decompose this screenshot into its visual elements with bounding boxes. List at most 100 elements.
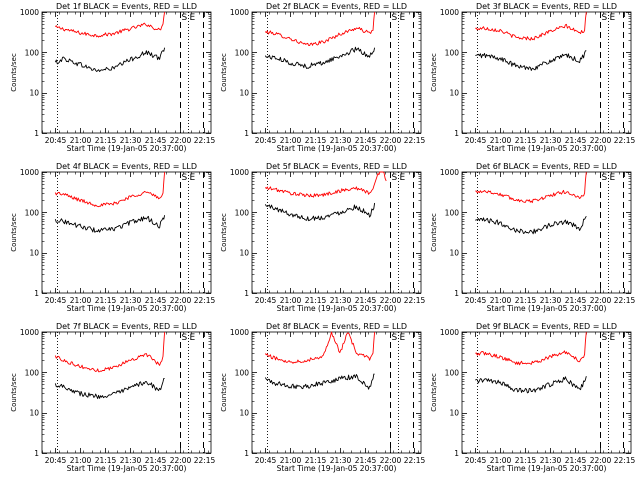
y-tick-label: 1	[244, 449, 249, 458]
x-tick-label: 21:00	[280, 296, 302, 305]
x-axis-label: Start Time (19-Jan-05 20:37:00)	[487, 464, 607, 473]
y-tick-label: 100	[445, 48, 460, 57]
lld-series-line	[475, 331, 587, 366]
x-tick-label: 21:15	[305, 136, 327, 145]
x-axis-label: Start Time (19-Jan-05 20:37:00)	[67, 304, 187, 313]
y-tick-label: 100	[235, 48, 250, 57]
x-tick-label: 20:45	[255, 456, 277, 465]
marker-label: S	[602, 13, 608, 23]
y-tick-label: 10	[239, 409, 249, 418]
x-tick-label: 21:30	[120, 296, 142, 305]
panel-title: Det 4f BLACK = Events, RED = LLD	[56, 162, 197, 171]
x-tick-label: 22:15	[404, 456, 426, 465]
x-tick-label: 22:15	[614, 136, 636, 145]
y-axis-label: Counts/sec	[430, 373, 438, 412]
x-tick-label: 22:00	[380, 456, 402, 465]
y-tick-label: 10	[449, 89, 459, 98]
panel-title: Det 8f BLACK = Events, RED = LLD	[266, 322, 407, 331]
x-tick-label: 21:15	[95, 136, 117, 145]
lld-series-line	[54, 11, 166, 38]
y-tick-label: 1000	[20, 8, 39, 17]
x-tick-label: 22:00	[590, 136, 612, 145]
y-tick-label: 10	[239, 249, 249, 258]
events-series-line	[264, 202, 376, 222]
x-axis-label: Start Time (19-Jan-05 20:37:00)	[277, 464, 397, 473]
x-tick-label: 21:00	[490, 456, 512, 465]
y-tick-label: 1	[244, 129, 249, 138]
y-axis-label: Counts/sec	[220, 373, 228, 412]
x-tick-label: 22:15	[404, 296, 426, 305]
marker-label: E	[190, 173, 196, 183]
y-tick-label: 10	[29, 409, 39, 418]
panel-1: Det 1f BLACK = Events, RED = LLD 1 10 100 10…	[10, 2, 216, 153]
events-series-line	[475, 215, 587, 235]
y-tick-label: 1000	[230, 8, 249, 17]
y-tick-label: 100	[235, 208, 250, 217]
y-axis-label: Counts/sec	[430, 53, 438, 92]
x-tick-label: 21:15	[305, 296, 327, 305]
x-tick-label: 21:45	[565, 296, 587, 305]
marker-label: S	[602, 173, 608, 183]
x-tick-label: 21:00	[280, 456, 302, 465]
x-tick-label: 21:00	[280, 136, 302, 145]
x-tick-label: 21:15	[95, 296, 117, 305]
lld-series-line	[475, 171, 587, 204]
plot-frame	[461, 11, 632, 134]
y-tick-label: 100	[235, 368, 250, 377]
panel-8: Det 8f BLACK = Events, RED = LLD 1 10 100 10…	[220, 322, 426, 473]
x-tick-label: 21:30	[540, 456, 562, 465]
panel-2: Det 2f BLACK = Events, RED = LLD 1 10 100 10…	[220, 2, 426, 153]
panel-title: Det 7f BLACK = Events, RED = LLD	[56, 322, 197, 331]
x-tick-label: 21:15	[515, 296, 537, 305]
events-series-line	[264, 46, 376, 69]
x-tick-label: 20:45	[465, 456, 487, 465]
y-tick-label: 1000	[440, 328, 459, 337]
y-tick-label: 10	[449, 409, 459, 418]
x-tick-label: 21:00	[70, 456, 92, 465]
y-tick-label: 1000	[440, 8, 459, 17]
x-tick-label: 22:00	[590, 296, 612, 305]
y-tick-label: 1000	[230, 328, 249, 337]
x-axis-label: Start Time (19-Jan-05 20:37:00)	[487, 144, 607, 153]
plot-frame	[461, 331, 632, 454]
panel-3: Det 3f BLACK = Events, RED = LLD 1 10 100 10…	[430, 2, 636, 153]
x-tick-label: 21:45	[355, 456, 377, 465]
x-tick-label: 20:45	[45, 456, 67, 465]
x-tick-label: 21:45	[145, 136, 167, 145]
marker-label: E	[400, 333, 406, 343]
x-tick-label: 21:00	[490, 136, 512, 145]
x-axis-label: Start Time (19-Jan-05 20:37:00)	[67, 144, 187, 153]
x-axis-label: Start Time (19-Jan-05 20:37:00)	[67, 464, 187, 473]
x-tick-label: 21:30	[120, 456, 142, 465]
panel-title: Det 5f BLACK = Events, RED = LLD	[266, 162, 407, 171]
x-tick-label: 21:30	[330, 456, 352, 465]
x-tick-label: 22:15	[614, 456, 636, 465]
x-tick-label: 21:00	[70, 296, 92, 305]
x-tick-label: 21:30	[120, 136, 142, 145]
x-tick-label: 22:15	[614, 296, 636, 305]
x-tick-label: 20:45	[45, 296, 67, 305]
events-series-line	[54, 215, 166, 233]
y-tick-label: 1	[34, 449, 39, 458]
lld-series-line	[475, 11, 587, 41]
marker-label: S	[182, 333, 188, 343]
x-axis-label: Start Time (19-Jan-05 20:37:00)	[277, 304, 397, 313]
plot-frame	[251, 11, 422, 134]
x-tick-label: 21:45	[355, 296, 377, 305]
x-tick-label: 21:30	[540, 136, 562, 145]
lld-series-line	[54, 171, 166, 208]
lld-series-line	[264, 171, 387, 198]
lld-series-line	[264, 11, 376, 47]
y-axis-label: Counts/sec	[220, 53, 228, 92]
marker-label: E	[610, 333, 616, 343]
y-tick-label: 10	[29, 249, 39, 258]
panel-5: Det 5f BLACK = Events, RED = LLD 1 10 100 10…	[220, 162, 426, 313]
x-tick-label: 22:00	[380, 296, 402, 305]
plot-frame	[41, 11, 212, 134]
marker-label: E	[610, 173, 616, 183]
y-axis-label: Counts/sec	[10, 213, 18, 252]
x-axis-label: Start Time (19-Jan-05 20:37:00)	[277, 144, 397, 153]
x-tick-label: 22:15	[194, 456, 216, 465]
panel-title: Det 1f BLACK = Events, RED = LLD	[56, 2, 197, 11]
